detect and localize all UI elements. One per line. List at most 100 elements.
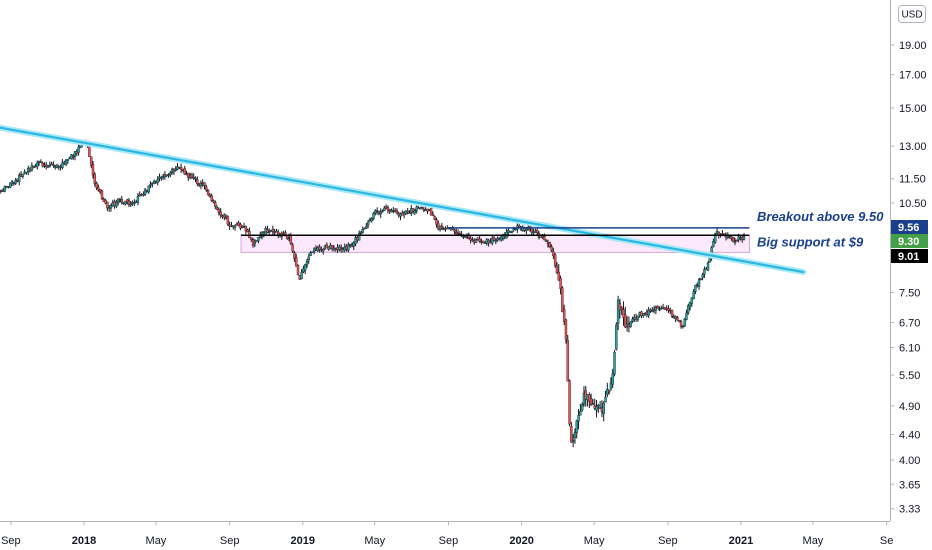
candle [64,159,68,167]
candle [293,250,296,262]
candle [39,159,43,163]
x-tick-label: 2019 [291,535,315,547]
candle [494,238,498,245]
candle [510,230,514,234]
candle [97,184,100,192]
candle [138,191,141,197]
candle [183,165,186,175]
candle [571,434,575,448]
y-tick-label: 3.33 [899,504,920,516]
candle [656,305,659,310]
x-tick-label: Sep [1,535,21,547]
candle [733,237,737,246]
candle [458,231,462,235]
x-tick-label: May [146,535,167,547]
candle [597,403,600,413]
candle [699,278,703,281]
candle [307,253,310,264]
candle [735,239,739,242]
descending-trendline[interactable] [0,124,805,274]
candle [613,349,616,377]
candle [133,199,136,207]
candle [550,244,553,253]
price-tag-last: 9.01 [891,249,928,263]
candle [679,319,683,329]
candle [149,181,152,189]
candle [266,225,269,234]
candle [106,201,109,212]
candle [491,235,494,246]
candle [575,419,578,439]
y-tick-label: 4.00 [899,455,920,467]
candle [212,199,215,204]
candle [98,189,102,194]
candle [192,173,195,180]
candle [620,306,623,316]
candle [115,199,118,209]
candle [591,399,595,405]
candle [194,176,197,183]
candle [681,325,685,329]
candle [91,160,95,179]
candle [348,243,352,248]
candle [453,228,456,235]
price-tag-label: 9.30 [898,236,919,248]
candle [295,253,298,267]
candle [670,309,674,319]
candle [701,272,704,281]
candle [440,222,444,231]
candle [435,217,438,228]
candle [562,304,566,326]
candle [683,317,686,328]
candle [250,237,253,242]
candle [411,207,415,215]
candle [142,191,145,197]
candle [3,185,7,193]
candle [339,244,343,253]
candle [116,198,120,206]
candle [667,305,670,314]
candle [109,203,113,212]
y-tick-label: 3.65 [899,479,920,491]
candle [179,163,183,174]
candle [73,151,77,161]
candle [18,172,21,186]
x-tick-label: Sep [220,535,240,547]
candle [303,263,307,275]
candle [25,171,28,175]
candle [147,185,150,194]
x-tick-label: Sep [439,535,459,547]
y-tick-label: 6.70 [899,318,920,330]
candle [21,173,25,179]
price-tag-resistance: 9.56 [891,220,928,234]
annotation-breakout: Breakout above 9.50 [757,209,884,224]
candle [433,215,436,221]
candle [268,228,271,235]
candle [697,277,701,290]
y-tick-label: 11.50 [899,174,926,186]
y-tick-label: 6.10 [899,343,920,355]
candle [573,428,577,444]
overlay-lines-layer [0,124,807,276]
candle [406,207,409,215]
candle [203,182,206,190]
candle [61,158,64,170]
candle [609,377,613,391]
candle [291,242,294,253]
candle [557,264,560,281]
currency-badge[interactable]: USD [898,5,926,23]
candle [703,266,706,278]
candle [624,306,627,329]
candle [206,189,210,196]
price-tag-label: 9.56 [898,222,919,234]
candle [370,217,373,223]
candle [93,172,96,187]
candle [199,180,203,190]
x-tick-label: May [803,535,824,547]
candle [271,225,275,235]
candle [732,236,735,243]
candle [359,230,363,235]
annotation-support: Big support at $9 [757,235,864,250]
candle [32,165,35,169]
